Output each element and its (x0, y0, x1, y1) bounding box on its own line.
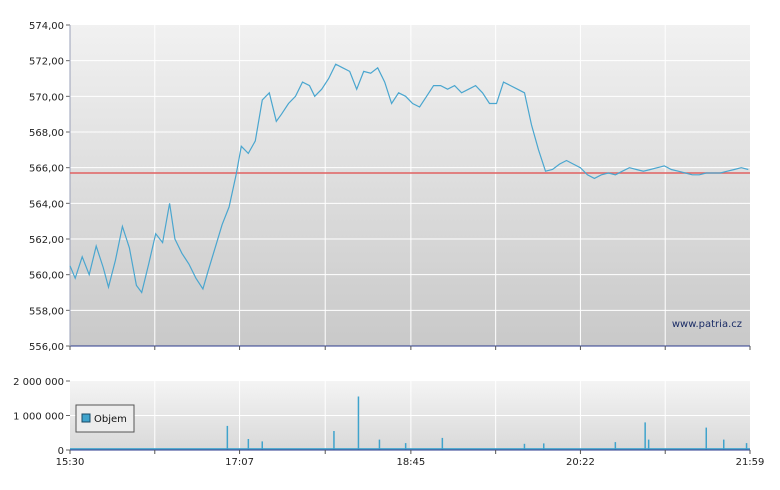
volume-y-tick-label: 2 000 000 (13, 377, 64, 388)
volume-bar (647, 439, 650, 450)
volume-y-axis: 0 1 000 000 2 000 000 (13, 377, 70, 457)
volume-bar (745, 443, 748, 450)
price-y-tick-label: 572,00 (29, 57, 64, 68)
volume-bar (226, 425, 229, 450)
volume-grid (70, 381, 750, 450)
volume-bar (523, 443, 526, 450)
x-axis-ticks: 15:30 17:07 18:45 20:22 21:59 (56, 450, 765, 468)
price-y-tick-label: 570,00 (29, 92, 64, 103)
legend-label: Objem (94, 414, 127, 425)
price-plot-area (70, 25, 750, 346)
volume-y-tick-label: 0 (58, 446, 64, 457)
price-y-tick-label: 566,00 (29, 164, 64, 175)
volume-bar (723, 439, 725, 450)
x-tick-label: 21:59 (736, 457, 765, 468)
x-tick-label: 17:07 (225, 457, 254, 468)
price-y-axis: 556,00 558,00 560,00 562,00 564,00 566,00 568,… (29, 21, 70, 353)
volume-bar (333, 431, 335, 450)
price-y-tick-label: 568,00 (29, 128, 64, 139)
volume-legend: Objem (75, 404, 135, 433)
volume-bar (357, 396, 360, 450)
volume-bar (247, 439, 250, 450)
price-y-tick-label: 564,00 (29, 199, 64, 210)
price-y-tick-label: 560,00 (29, 271, 64, 282)
volume-bar (705, 427, 707, 450)
volume-baseline-band (70, 448, 750, 450)
price-y-tick-label: 562,00 (29, 235, 64, 246)
x-tick-label: 18:45 (396, 457, 425, 468)
volume-y-tick-label: 1 000 000 (13, 412, 64, 423)
price-y-tick-label: 558,00 (29, 306, 64, 317)
watermark: www.patria.cz (672, 319, 742, 330)
price-y-tick-label: 556,00 (29, 342, 64, 353)
x-tick-label: 15:30 (56, 457, 85, 468)
volume-bar (614, 442, 617, 450)
volume-bar (261, 441, 263, 450)
volume-bar (378, 439, 381, 450)
volume-panel: 0 1 000 000 2 000 000 15:30 17:07 18:45 20:22… (13, 377, 764, 468)
price-x-tick-marks (69, 346, 751, 350)
price-y-tick-label: 574,00 (29, 21, 64, 32)
price-panel: 556,00 558,00 560,00 562,00 564,00 566,00 568,… (29, 21, 751, 353)
volume-bar (404, 443, 407, 450)
volume-bars (70, 396, 750, 450)
x-tick-label: 20:22 (566, 457, 595, 468)
volume-bar (644, 422, 646, 450)
volume-bar (543, 443, 545, 450)
volume-bar (441, 437, 444, 450)
price-series-line (69, 63, 749, 294)
price-grid (70, 25, 750, 346)
legend-swatch (81, 413, 91, 423)
